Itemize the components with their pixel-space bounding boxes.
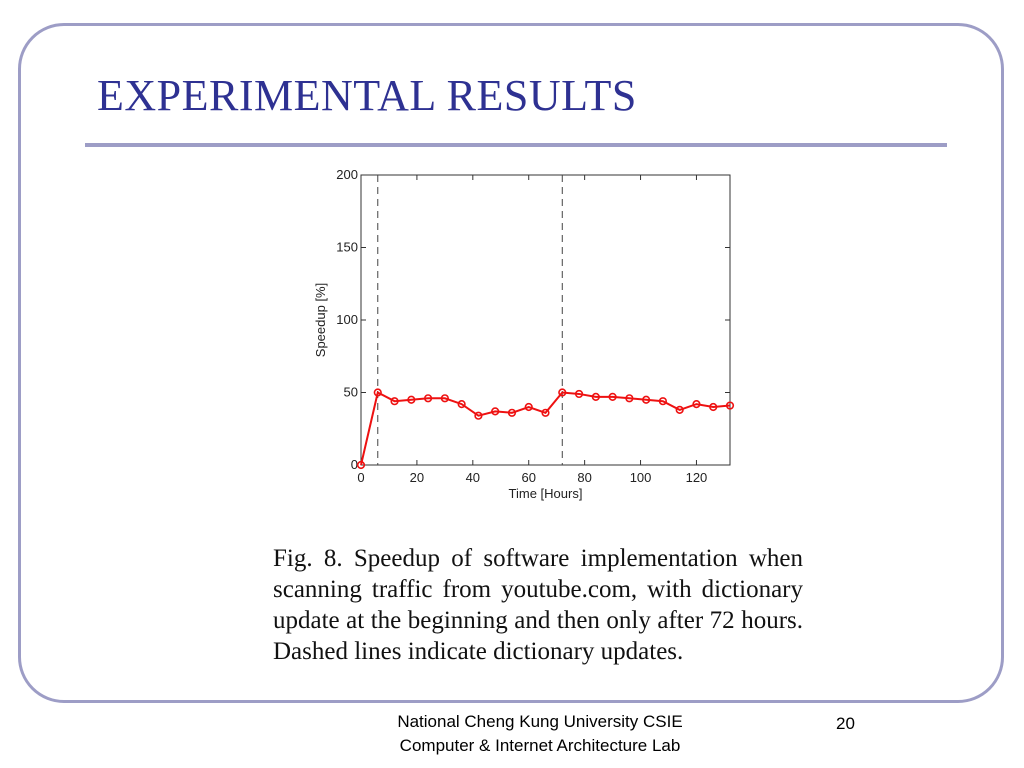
x-tick-label: 0 <box>357 470 364 485</box>
x-tick-label: 80 <box>577 470 591 485</box>
figure-caption: Fig. 8. Speedup of software implementati… <box>273 545 803 665</box>
x-tick-label: 40 <box>466 470 480 485</box>
data-point <box>608 392 617 401</box>
title-divider <box>85 143 947 147</box>
data-point <box>591 392 600 401</box>
data-point <box>507 408 517 417</box>
data-point <box>373 388 382 397</box>
data-point <box>658 397 668 406</box>
data-point <box>692 400 701 409</box>
data-point <box>709 402 718 412</box>
data-point <box>440 394 449 403</box>
data-point <box>558 388 567 397</box>
y-tick-label: 50 <box>344 385 358 400</box>
x-tick-label: 60 <box>521 470 535 485</box>
x-tick-label: 20 <box>410 470 424 485</box>
footer-lab: Computer & Internet Architecture Lab <box>399 736 681 755</box>
y-tick-label: 0 <box>351 457 358 472</box>
x-tick-label: 120 <box>686 470 708 485</box>
data-point <box>474 411 483 420</box>
data-point <box>390 397 399 406</box>
data-point <box>574 389 584 399</box>
data-point <box>423 394 433 403</box>
data-point <box>457 400 466 409</box>
data-point <box>725 401 735 410</box>
y-axis-label: Speedup [%] <box>313 283 328 357</box>
data-point <box>407 395 416 404</box>
data-point <box>356 460 366 470</box>
data-point <box>491 407 500 416</box>
page-number: 20 <box>836 714 855 733</box>
speedup-series-line <box>360 391 731 466</box>
speedup-chart: 0 20 40 60 80 100 120 0 50 100 150 200 Time [Hours] S… <box>313 167 735 501</box>
y-tick-label: 200 <box>336 167 358 182</box>
y-tick-label: 100 <box>336 312 358 327</box>
x-tick-label: 100 <box>630 470 652 485</box>
data-point <box>675 405 684 414</box>
data-point <box>625 394 634 403</box>
footer-university: National Cheng Kung University CSIE <box>397 712 683 731</box>
data-point <box>524 402 533 412</box>
data-point <box>642 395 651 404</box>
footer: National Cheng Kung University CSIE Comp… <box>330 710 750 758</box>
y-tick-label: 150 <box>336 240 358 255</box>
slide-title: EXPERIMENTAL RESULTS <box>97 71 637 120</box>
data-point <box>541 408 550 417</box>
plot-area <box>360 174 731 466</box>
x-axis-label: Time [Hours] <box>509 486 583 501</box>
